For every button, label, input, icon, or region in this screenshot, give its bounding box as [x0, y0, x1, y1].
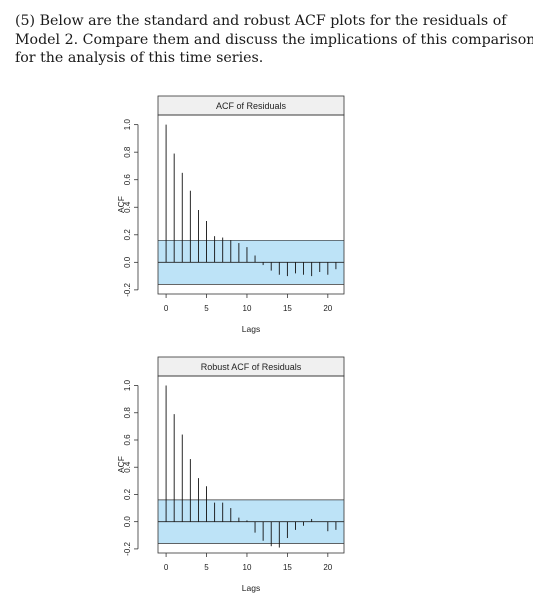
- y-tick-label: 0.0: [123, 516, 132, 528]
- question-line: for the analysis of this time series.: [15, 50, 264, 67]
- question-text: (5) Below are the standard and robust AC…: [15, 12, 533, 68]
- y-tick-label: 1.0: [123, 119, 132, 131]
- y-tick-label: 0.6: [123, 174, 132, 186]
- y-tick-label: 0.0: [123, 256, 132, 268]
- x-tick-label: 15: [283, 563, 292, 572]
- question-line: (5) Below are the standard and robust AC…: [15, 13, 507, 29]
- x-tick-label: 5: [204, 304, 209, 313]
- y-tick-label: 1.0: [123, 379, 132, 391]
- y-tick-label: 0.8: [123, 407, 132, 419]
- y-axis-label: ACF: [116, 456, 126, 473]
- y-tick-label: 0.8: [123, 146, 132, 158]
- y-tick-label: 0.6: [123, 434, 132, 446]
- panel-title: ACF of Residuals: [216, 101, 287, 111]
- y-tick-label: 0.4: [123, 201, 132, 213]
- x-tick-label: 20: [323, 304, 332, 313]
- x-tick-label: 0: [164, 563, 169, 572]
- panel-title: Robust ACF of Residuals: [201, 362, 302, 372]
- y-tick-label: -0.2: [123, 282, 132, 296]
- y-tick-label: 0.4: [123, 461, 132, 473]
- y-axis-label: ACF: [116, 196, 126, 213]
- x-axis-label: Lags: [242, 583, 260, 593]
- plot-border: [157, 114, 345, 295]
- x-tick-label: 5: [204, 563, 209, 572]
- y-tick-label: 0.2: [123, 229, 132, 241]
- y-tick-label: -0.2: [123, 541, 132, 555]
- x-axis-label: Lags: [242, 324, 260, 334]
- question-line: Model 2. Compare them and discuss the im…: [15, 31, 533, 48]
- x-tick-label: 0: [164, 304, 169, 313]
- x-tick-label: 10: [243, 304, 252, 313]
- x-tick-label: 15: [283, 304, 292, 313]
- plot-border: [157, 375, 345, 554]
- x-tick-label: 10: [243, 563, 252, 572]
- y-tick-label: 0.2: [123, 488, 132, 500]
- x-tick-label: 20: [323, 563, 332, 572]
